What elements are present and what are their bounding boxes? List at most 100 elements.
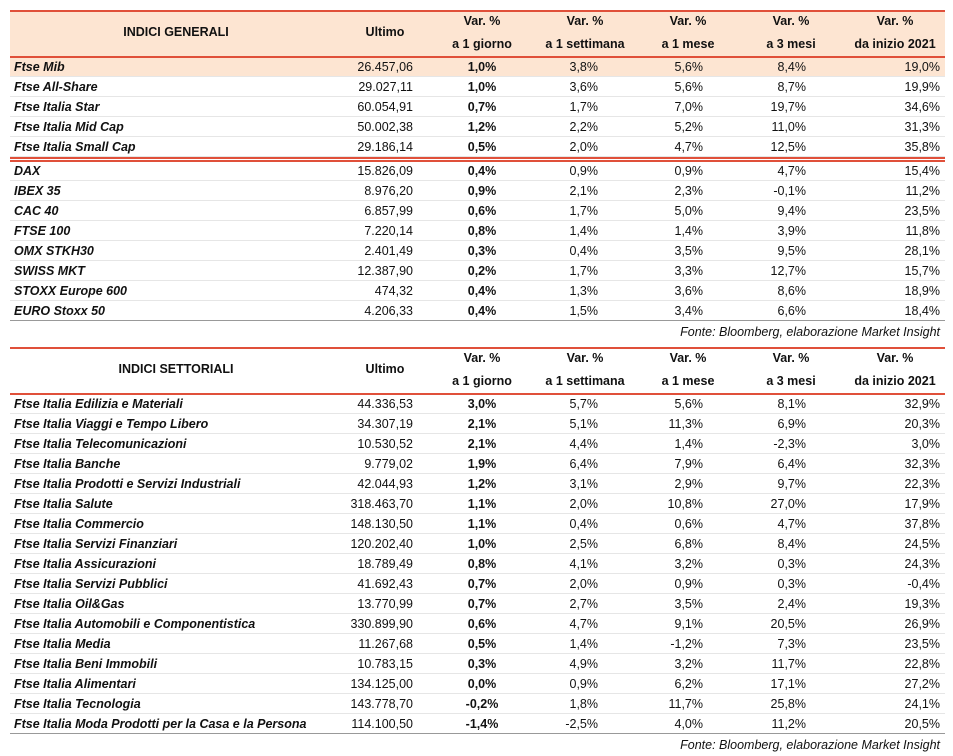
cell: -0,2% bbox=[465, 697, 499, 711]
cell: 5,6% bbox=[674, 60, 704, 74]
cell: 3,1% bbox=[569, 477, 599, 491]
row-label: FTSE 100 bbox=[14, 224, 71, 238]
row-label: Ftse Italia Viaggi e Tempo Libero bbox=[14, 417, 209, 431]
column-header: da inizio 2021 bbox=[854, 37, 936, 51]
cell: 2,1% bbox=[467, 417, 497, 431]
cell: 2,5% bbox=[569, 537, 599, 551]
cell: 318.463,70 bbox=[350, 497, 413, 511]
cell: 2,0% bbox=[569, 140, 599, 154]
row-label: IBEX 35 bbox=[14, 184, 61, 198]
header-rule bbox=[10, 10, 945, 12]
cell: 29.186,14 bbox=[357, 140, 413, 154]
column-header: a 1 settimana bbox=[545, 37, 625, 51]
cell: 25,8% bbox=[770, 697, 806, 711]
cell: 11,3% bbox=[668, 417, 703, 431]
cell: 5,6% bbox=[674, 397, 704, 411]
cell: 9,4% bbox=[777, 204, 807, 218]
row-rule bbox=[10, 613, 945, 614]
row-label: Ftse Italia Automobili e Componentistica bbox=[14, 617, 256, 631]
cell: 2,0% bbox=[569, 577, 599, 591]
cell: 19,0% bbox=[904, 60, 940, 74]
row-label: Ftse Italia Commercio bbox=[14, 517, 144, 531]
row-label: Ftse Italia Tecnologia bbox=[14, 697, 141, 711]
cell: 5,2% bbox=[674, 120, 704, 134]
header-rule bbox=[10, 393, 945, 395]
row-rule bbox=[10, 220, 945, 221]
row-rule bbox=[10, 136, 945, 137]
cell: 3,0% bbox=[467, 397, 497, 411]
cell: 11,2% bbox=[905, 184, 940, 198]
cell: 0,9% bbox=[467, 184, 497, 198]
cell: -1,2% bbox=[670, 637, 703, 651]
cell: 15.826,09 bbox=[357, 164, 413, 178]
cell: 13.770,99 bbox=[357, 597, 413, 611]
row-rule bbox=[10, 280, 945, 281]
row-rule bbox=[10, 653, 945, 654]
cell: -1,4% bbox=[465, 717, 499, 731]
cell: 0,4% bbox=[569, 517, 599, 531]
row-label: DAX bbox=[14, 164, 41, 178]
cell: 3,2% bbox=[674, 557, 704, 571]
cell: 0,6% bbox=[674, 517, 704, 531]
cell: 5,0% bbox=[674, 204, 704, 218]
row-rule bbox=[10, 453, 945, 454]
row-rule bbox=[10, 76, 945, 77]
cell: 1,0% bbox=[467, 537, 497, 551]
row-label: OMX STKH30 bbox=[14, 244, 94, 258]
row-rule bbox=[10, 693, 945, 694]
cell: 6,9% bbox=[777, 417, 807, 431]
cell: 1,7% bbox=[569, 100, 599, 114]
cell: 41.692,43 bbox=[357, 577, 413, 591]
cell: 9,7% bbox=[777, 477, 807, 491]
cell: -0,4% bbox=[907, 577, 940, 591]
cell: 1,4% bbox=[674, 437, 704, 451]
cell: 474,32 bbox=[374, 284, 413, 298]
cell: 1,5% bbox=[569, 304, 599, 318]
row-rule bbox=[10, 673, 945, 674]
cell: 0,4% bbox=[467, 284, 497, 298]
group-rule bbox=[10, 157, 945, 159]
cell: 17,9% bbox=[904, 497, 940, 511]
column-header: Var. % bbox=[463, 14, 501, 28]
cell: 1,4% bbox=[569, 637, 599, 651]
row-label: EURO Stoxx 50 bbox=[14, 304, 106, 318]
source-note: Fonte: Bloomberg, elaborazione Market In… bbox=[680, 738, 940, 752]
cell: 0,5% bbox=[467, 637, 497, 651]
cell: 7,9% bbox=[674, 457, 704, 471]
cell: 37,8% bbox=[904, 517, 940, 531]
column-header: a 1 mese bbox=[661, 37, 715, 51]
row-rule bbox=[10, 573, 945, 574]
cell: 28,1% bbox=[904, 244, 940, 258]
cell: 15,7% bbox=[904, 264, 940, 278]
row-label: Ftse Italia Telecomunicazioni bbox=[14, 437, 187, 451]
column-header: Var. % bbox=[566, 351, 604, 365]
column-header: a 1 giorno bbox=[452, 374, 512, 388]
row-rule bbox=[10, 633, 945, 634]
row-rule bbox=[10, 553, 945, 554]
cell: 8.976,20 bbox=[364, 184, 413, 198]
cell: 143.778,70 bbox=[350, 697, 413, 711]
cell: 42.044,93 bbox=[357, 477, 413, 491]
cell: 9,5% bbox=[777, 244, 807, 258]
row-rule bbox=[10, 260, 945, 261]
cell: 8,4% bbox=[777, 537, 807, 551]
column-header: Var. % bbox=[876, 351, 914, 365]
cell: 12.387,90 bbox=[357, 264, 413, 278]
cell: 3,9% bbox=[777, 224, 807, 238]
cell: 4,1% bbox=[569, 557, 599, 571]
cell: 0,0% bbox=[467, 677, 497, 691]
row-label: Ftse Italia Salute bbox=[14, 497, 113, 511]
row-label: Ftse Italia Edilizia e Materiali bbox=[14, 397, 183, 411]
row-label: Ftse Italia Moda Prodotti per la Casa e … bbox=[14, 717, 307, 731]
cell: 11,8% bbox=[905, 224, 940, 238]
row-rule bbox=[10, 96, 945, 97]
cell: 8,6% bbox=[777, 284, 807, 298]
row-rule bbox=[10, 156, 945, 157]
cell: 22,8% bbox=[904, 657, 940, 671]
cell: 120.202,40 bbox=[350, 537, 413, 551]
column-header: Ultimo bbox=[365, 362, 405, 376]
row-rule bbox=[10, 116, 945, 117]
cell: 1,9% bbox=[467, 457, 497, 471]
column-header: a 3 mesi bbox=[766, 37, 816, 51]
cell: 15,4% bbox=[904, 164, 940, 178]
